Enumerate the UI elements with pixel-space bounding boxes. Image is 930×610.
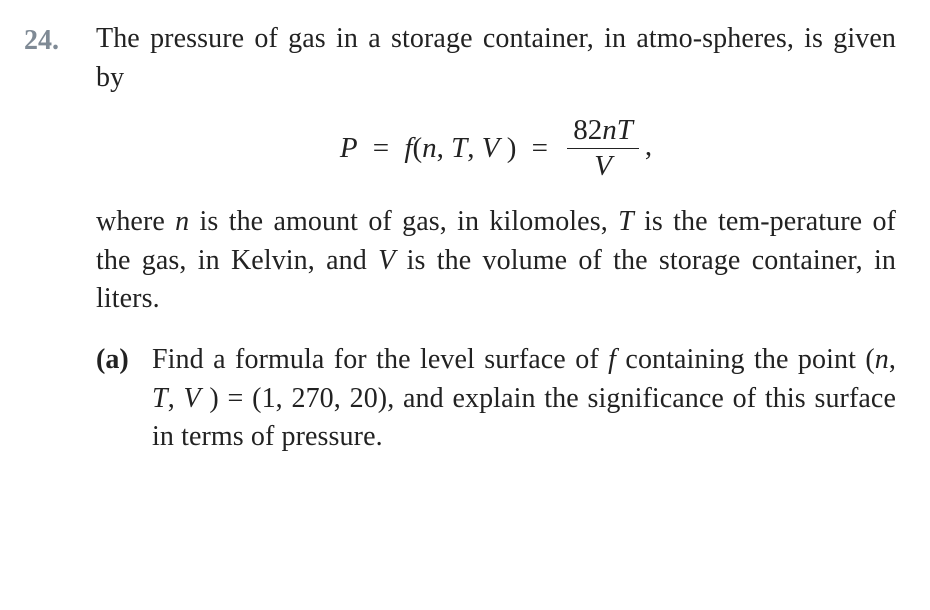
problem-body: The pressure of gas in a storage contain…	[96, 20, 896, 457]
equals-1: =	[373, 128, 389, 168]
subpart-body: Find a formula for the level surface of …	[152, 341, 896, 457]
page: 24. The pressure of gas in a storage con…	[0, 0, 930, 610]
formula-args: (n, T, V )	[412, 132, 516, 164]
subpart-label: (a)	[96, 341, 152, 380]
equals-2: =	[532, 128, 548, 168]
formula: P = f(n, T, V ) = 82nT V ,	[96, 115, 896, 181]
formula-rhs: 82nT V ,	[563, 115, 652, 181]
intro-paragraph: The pressure of gas in a storage contain…	[96, 20, 896, 97]
subparts: (a) Find a formula for the level surface…	[96, 341, 896, 457]
problem-number: 24.	[24, 20, 96, 60]
subpart-a: (a) Find a formula for the level surface…	[96, 341, 896, 457]
description-paragraph: where n is the amount of gas, in kilomol…	[96, 203, 896, 319]
formula-lhs: P	[340, 128, 358, 168]
fraction: 82nT V	[567, 115, 639, 181]
formula-trailing-comma: ,	[645, 130, 652, 162]
problem: 24. The pressure of gas in a storage con…	[24, 20, 896, 457]
fraction-numerator: 82nT	[567, 115, 639, 148]
fraction-denominator: V	[567, 149, 639, 181]
formula-mid: f(n, T, V )	[404, 128, 516, 168]
